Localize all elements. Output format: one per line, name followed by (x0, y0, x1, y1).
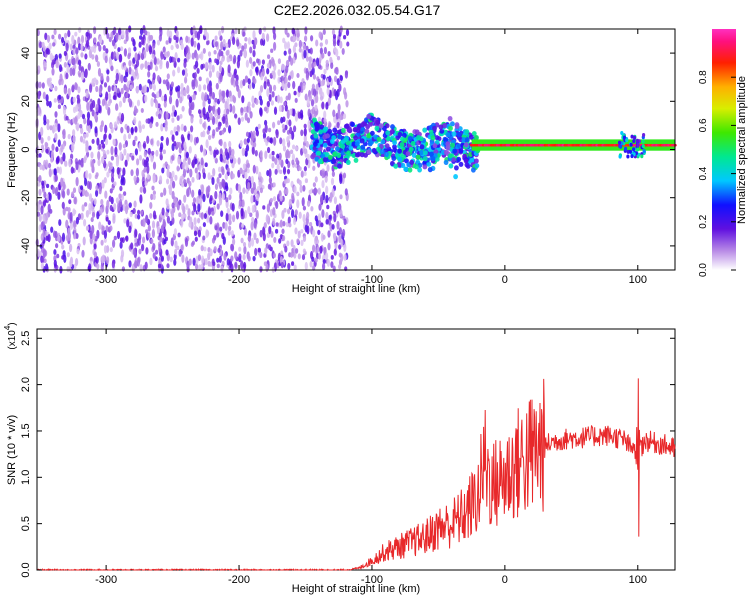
spectrogram-heatmap (35, 24, 677, 274)
colorbar-gradient (712, 29, 736, 270)
spectrogram-x-ticks: -300 -200 -100 0 100 (95, 29, 647, 286)
y-tick-label: 1.5 (20, 423, 32, 438)
y-tick-label: 40 (20, 47, 32, 59)
colorbar-tick-label: 0.4 (698, 166, 709, 180)
y-tick-label: 0 (20, 146, 32, 152)
x-tick-label: -100 (361, 274, 383, 286)
x-tick-label: 100 (629, 574, 647, 586)
spectrogram-y-ticks: -40 -20 0 20 40 (20, 47, 675, 254)
svg-text:(x104): (x104) (3, 322, 18, 349)
snr-panel: -300 -200 -100 0 100 0.0 0.5 1.0 1.5 2.0 2.5 Heig… (3, 322, 676, 595)
x-tick-label: 100 (629, 274, 647, 286)
x-tick-label: -100 (361, 574, 383, 586)
x-tick-label: -300 (95, 574, 117, 586)
colorbar-tick-label: 0.2 (698, 214, 709, 228)
colorbar-label: Normalized spectral amplitude (736, 76, 748, 224)
x-tick-label: -200 (228, 574, 250, 586)
snr-scale-exponent: 4 (3, 325, 12, 330)
colorbar-tick-label: 0.6 (698, 118, 709, 132)
y-tick-label: 20 (20, 95, 32, 107)
y-tick-label: 2.5 (20, 331, 32, 346)
x-tick-label: 0 (502, 274, 508, 286)
chart-title: C2E2.2026.032.05.54.G17 (274, 2, 441, 18)
snr-scale-label: (x10 (7, 330, 18, 350)
x-tick-label: 0 (502, 574, 508, 586)
y-tick-label: 1.0 (20, 470, 32, 485)
snr-y-axis-label: SNR (10 * v/v) (6, 415, 18, 485)
colorbar: 0.0 0.2 0.4 0.6 0.8 Normalized spectral ampl… (698, 29, 748, 277)
colorbar-tick-label: 0.8 (698, 70, 709, 84)
snr-y-ticks: 0.0 0.5 1.0 1.5 2.0 2.5 (20, 331, 675, 578)
snr-x-axis-label: Height of straight line (km) (292, 583, 420, 595)
y-tick-label: 0.5 (20, 516, 32, 531)
x-tick-label: -200 (228, 274, 250, 286)
y-tick-label: 2.0 (20, 377, 32, 392)
snr-series-line (37, 378, 676, 571)
y-tick-label: 0.0 (20, 562, 32, 577)
snr-frame (36, 328, 676, 571)
spectrogram-x-axis-label: Height of straight line (km) (292, 283, 420, 295)
spectrogram-y-axis-label: Frequency (Hz) (6, 112, 18, 188)
colorbar-tick-label: 0.0 (698, 263, 709, 277)
x-tick-label: -300 (95, 274, 117, 286)
y-tick-label: -40 (20, 238, 32, 254)
snr-scale-factor: (x104) (3, 322, 18, 349)
y-tick-label: -20 (20, 190, 32, 206)
snr-x-ticks: -300 -200 -100 0 100 (95, 329, 647, 586)
colorbar-ticks: 0.0 0.2 0.4 0.6 0.8 (698, 70, 736, 277)
